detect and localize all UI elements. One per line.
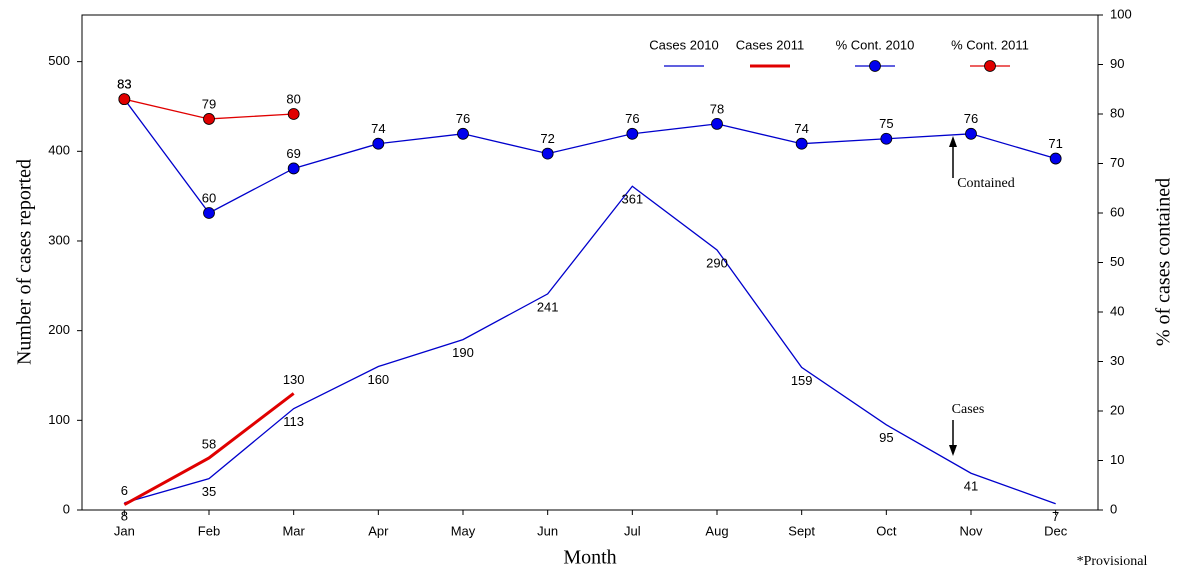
series-line (124, 185, 1056, 505)
annotation: Contained (957, 176, 1015, 191)
data-label: 83 (117, 77, 131, 92)
y-tick-label: 100 (48, 412, 70, 427)
x-tick-label: Oct (876, 523, 897, 538)
y-axis-title: Number of cases reported (14, 159, 36, 365)
series-line (123, 98, 1056, 214)
x-tick-label: Mar (282, 523, 305, 538)
data-label: 78 (710, 101, 724, 116)
marker (287, 162, 300, 175)
marker (457, 127, 469, 140)
marker (795, 137, 808, 150)
y-tick-label: 300 (48, 232, 70, 247)
data-label: 74 (794, 121, 808, 136)
y2-tick-label: 30 (1110, 353, 1124, 368)
annotation: Cases (952, 402, 985, 417)
data-label: 190 (452, 345, 474, 360)
data-label: 60 (202, 190, 216, 205)
y2-tick-label: 50 (1110, 254, 1124, 269)
y2-tick-label: 10 (1110, 452, 1124, 467)
marker (541, 147, 554, 160)
data-label: 361 (621, 192, 643, 207)
data-label: 290 (706, 255, 728, 270)
data-label: 76 (456, 111, 470, 126)
x-tick-label: Feb (198, 523, 220, 538)
marker (1049, 152, 1062, 165)
x-tick-label: Jun (537, 523, 558, 538)
data-label: 7 (1052, 509, 1059, 524)
x-tick-label: Apr (368, 523, 389, 538)
x-tick-label: Sept (788, 523, 815, 538)
y2-axis-title: % of cases contained (1153, 178, 1175, 346)
x-axis-title: Month (563, 547, 616, 569)
x-tick-label: Jul (624, 523, 641, 538)
marker (880, 132, 893, 145)
y2-tick-label: 90 (1110, 56, 1124, 71)
annotation-arrowhead (949, 136, 957, 147)
data-label: 160 (367, 372, 389, 387)
legend-label: % Cont. 2011 (951, 37, 1029, 52)
legend-label: % Cont. 2010 (836, 37, 915, 52)
legend-label: Cases 2011 (736, 37, 804, 52)
data-label: 72 (540, 131, 554, 146)
marker (626, 127, 639, 140)
legend-marker (869, 60, 881, 72)
marker (372, 137, 385, 150)
y2-tick-label: 20 (1110, 402, 1124, 417)
data-label: 75 (879, 116, 893, 131)
data-label: 35 (202, 484, 216, 499)
marker (711, 118, 723, 130)
legend-label: Cases 2010 (649, 37, 718, 52)
data-label: 113 (283, 414, 304, 429)
data-label: 76 (964, 111, 978, 126)
data-label: 79 (202, 96, 216, 111)
y-tick-label: 500 (48, 53, 70, 68)
data-label: 130 (283, 372, 305, 387)
x-tick-label: Aug (705, 523, 728, 538)
legend-marker (984, 60, 996, 72)
y-tick-label: 200 (48, 322, 70, 337)
x-tick-label: Dec (1044, 523, 1068, 538)
data-label: 95 (879, 430, 893, 445)
y2-tick-label: 80 (1110, 105, 1124, 120)
data-label: 83 (117, 77, 131, 92)
x-tick-label: May (451, 523, 476, 538)
marker (203, 207, 215, 219)
data-label: 241 (537, 299, 559, 314)
data-label: 71 (1048, 136, 1062, 151)
x-tick-label: Nov (959, 523, 983, 538)
marker (203, 113, 215, 125)
data-label: 159 (791, 373, 813, 388)
data-label: 41 (964, 479, 978, 494)
data-label: 8 (121, 508, 128, 523)
y2-tick-label: 100 (1110, 6, 1132, 21)
data-label: 80 (286, 91, 300, 106)
y-tick-label: 400 (48, 143, 70, 158)
marker (965, 127, 977, 140)
series-line (123, 392, 295, 506)
plot-frame (81, 14, 1099, 511)
x-tick-label: Jan (114, 523, 135, 538)
data-label: 58 (202, 436, 216, 451)
y2-tick-label: 40 (1110, 303, 1124, 318)
data-label: 6 (121, 483, 128, 498)
annotation-arrowhead (949, 445, 957, 456)
data-label: 76 (625, 111, 639, 126)
y2-tick-label: 70 (1110, 155, 1124, 170)
marker (118, 93, 131, 106)
annotation: *Provisional (1077, 554, 1148, 569)
y2-tick-label: 60 (1110, 204, 1124, 219)
marker (287, 108, 300, 120)
data-label: 74 (371, 121, 385, 136)
y-tick-label: 0 (63, 501, 70, 516)
y2-tick-label: 0 (1110, 501, 1117, 516)
data-label: 69 (286, 146, 300, 161)
